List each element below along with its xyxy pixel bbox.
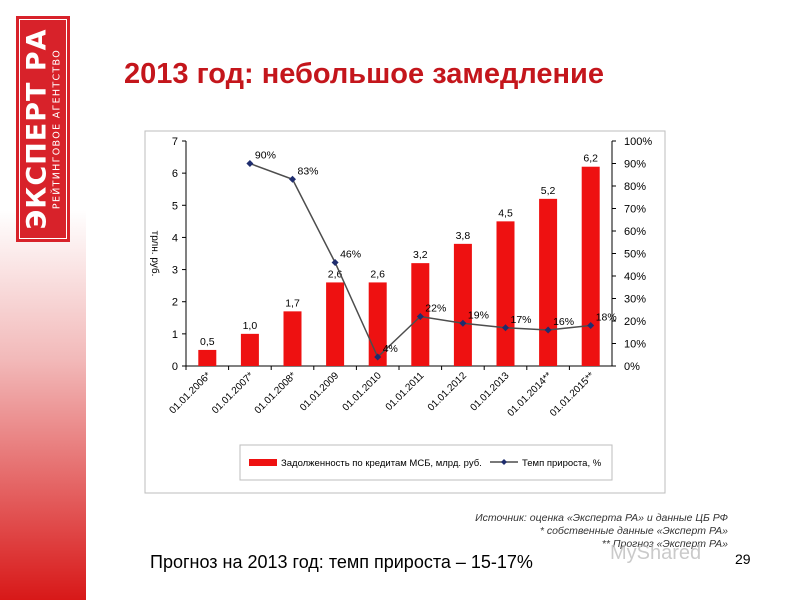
y-tick-label: 3 [172, 265, 178, 277]
y2-tick-label: 70% [624, 204, 646, 216]
growth-rate-label: 90% [255, 150, 276, 162]
source-line: ** Прогноз «Эксперт РА» [601, 538, 728, 550]
growth-rate-label: 46% [340, 249, 361, 261]
growth-rate-label: 16% [553, 316, 574, 328]
logo: ЭКСПЕРТ РА РЕЙТИНГОВОЕ АГЕНТСТВО [16, 16, 70, 242]
page-number: 29 [735, 551, 751, 567]
bar [581, 166, 600, 366]
bar-value-label: 3,8 [456, 230, 471, 242]
y-tick-label: 6 [172, 168, 178, 180]
bar-value-label: 6,2 [583, 153, 598, 165]
legend-box [239, 444, 613, 481]
growth-rate-label: 4% [383, 343, 398, 355]
growth-rate-label: 17% [511, 314, 532, 326]
y2-tick-label: 40% [624, 271, 646, 283]
bar [283, 311, 302, 366]
source-line: * собственные данные «Эксперт РА» [539, 525, 728, 537]
growth-rate-marker [587, 322, 595, 329]
bar [326, 282, 345, 366]
y2-tick-label: 60% [624, 226, 646, 238]
bar-value-label: 3,2 [413, 249, 428, 261]
source-line: Источник: оценка «Эксперта РА» и данные … [475, 512, 728, 524]
x-tick-label: 01.01.2012 [426, 370, 469, 413]
forecast-text: Прогноз на 2013 год: темп прироста – 15-… [150, 552, 533, 572]
x-tick-label: 01.01.2007* [210, 370, 256, 416]
y2-tick-label: 30% [624, 294, 646, 306]
growth-rate-marker [502, 324, 509, 332]
growth-rate-label: 18% [596, 312, 617, 324]
growth-rate-marker [416, 313, 424, 320]
y-tick-label: 0 [172, 361, 178, 373]
y2-tick-label: 50% [624, 249, 646, 261]
bar [198, 349, 217, 366]
watermark: MyShared [610, 542, 702, 564]
bar [368, 282, 387, 366]
growth-rate-label: 19% [468, 309, 489, 321]
y2-tick-label: 100% [624, 136, 652, 148]
y2-tick-label: 10% [624, 339, 646, 351]
y-tick-label: 2 [172, 297, 178, 309]
y-tick-label: 4 [172, 232, 178, 244]
growth-rate-marker [374, 353, 382, 361]
source-note: Источник: оценка «Эксперта РА» и данные … [475, 512, 728, 551]
y-axis-title: трлн. руб. [149, 231, 161, 277]
y-tick-label: 5 [172, 200, 178, 212]
x-tick-label: 01.01.2014** [506, 370, 555, 419]
bar [453, 243, 472, 366]
chart-frame [144, 130, 666, 494]
x-tick-label: 01.01.2009 [298, 370, 341, 413]
x-tick-label: 01.01.2008* [253, 370, 299, 416]
x-tick-label: 01.01.2010 [341, 370, 384, 413]
y-tick-label: 1 [172, 329, 178, 341]
bar-value-label: 1,0 [243, 320, 258, 332]
y2-tick-label: 0% [624, 361, 640, 373]
y-tick-label: 7 [172, 136, 178, 148]
logo-frame [19, 19, 67, 239]
bar-value-label: 2,6 [370, 268, 385, 280]
growth-rate-label: 83% [298, 165, 319, 177]
legend-bar-label: Задолженность по кредитам МСБ, млрд. руб… [281, 458, 482, 469]
x-tick-label: 01.01.2006* [167, 370, 213, 416]
y2-tick-label: 20% [624, 316, 646, 328]
growth-rate-marker [459, 319, 467, 327]
bar-value-label: 5,2 [541, 185, 556, 197]
bar [496, 221, 515, 366]
growth-rate-marker [289, 175, 296, 183]
legend-line-label: Темп прироста, % [522, 458, 602, 469]
legend-line-marker [501, 459, 507, 465]
growth-rate-marker [544, 326, 552, 334]
y2-tick-label: 80% [624, 181, 646, 193]
bar-value-label: 1,7 [285, 297, 300, 309]
legend-bar-swatch [249, 459, 277, 466]
growth-rate-label: 22% [425, 303, 446, 315]
x-tick-label: 01.01.2011 [384, 370, 427, 413]
bar [240, 333, 259, 366]
x-tick-label: 01.01.2015** [548, 370, 597, 419]
bar-value-label: 4,5 [498, 207, 513, 219]
growth-rate-marker [246, 160, 254, 167]
y2-tick-label: 90% [624, 159, 646, 171]
bar [539, 198, 558, 366]
bar-value-label: 0,5 [200, 336, 215, 348]
x-tick-label: 01.01.2013 [468, 370, 511, 413]
growth-rate-marker [331, 259, 339, 266]
slide-title: 2013 год: небольшое замедление [124, 58, 605, 90]
